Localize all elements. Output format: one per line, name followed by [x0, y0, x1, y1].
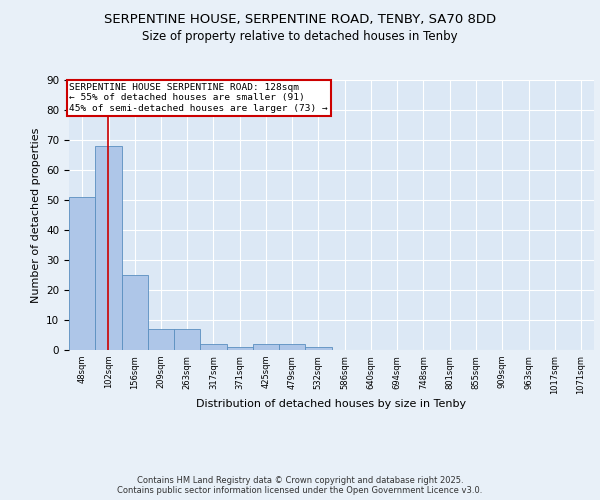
Bar: [69, 197, 95, 350]
Bar: [174, 329, 200, 350]
Bar: [200, 344, 227, 350]
X-axis label: Distribution of detached houses by size in Tenby: Distribution of detached houses by size …: [196, 400, 467, 409]
Bar: [148, 329, 174, 350]
Y-axis label: Number of detached properties: Number of detached properties: [31, 128, 41, 302]
Text: SERPENTINE HOUSE SERPENTINE ROAD: 128sqm
← 55% of detached houses are smaller (9: SERPENTINE HOUSE SERPENTINE ROAD: 128sqm…: [70, 83, 328, 113]
Text: SERPENTINE HOUSE, SERPENTINE ROAD, TENBY, SA70 8DD: SERPENTINE HOUSE, SERPENTINE ROAD, TENBY…: [104, 12, 496, 26]
Bar: [253, 344, 279, 350]
Bar: [95, 146, 122, 350]
Bar: [279, 344, 305, 350]
Text: Contains HM Land Registry data © Crown copyright and database right 2025.
Contai: Contains HM Land Registry data © Crown c…: [118, 476, 482, 495]
Bar: [227, 347, 253, 350]
Bar: [122, 275, 148, 350]
Bar: [305, 347, 331, 350]
Text: Size of property relative to detached houses in Tenby: Size of property relative to detached ho…: [142, 30, 458, 43]
